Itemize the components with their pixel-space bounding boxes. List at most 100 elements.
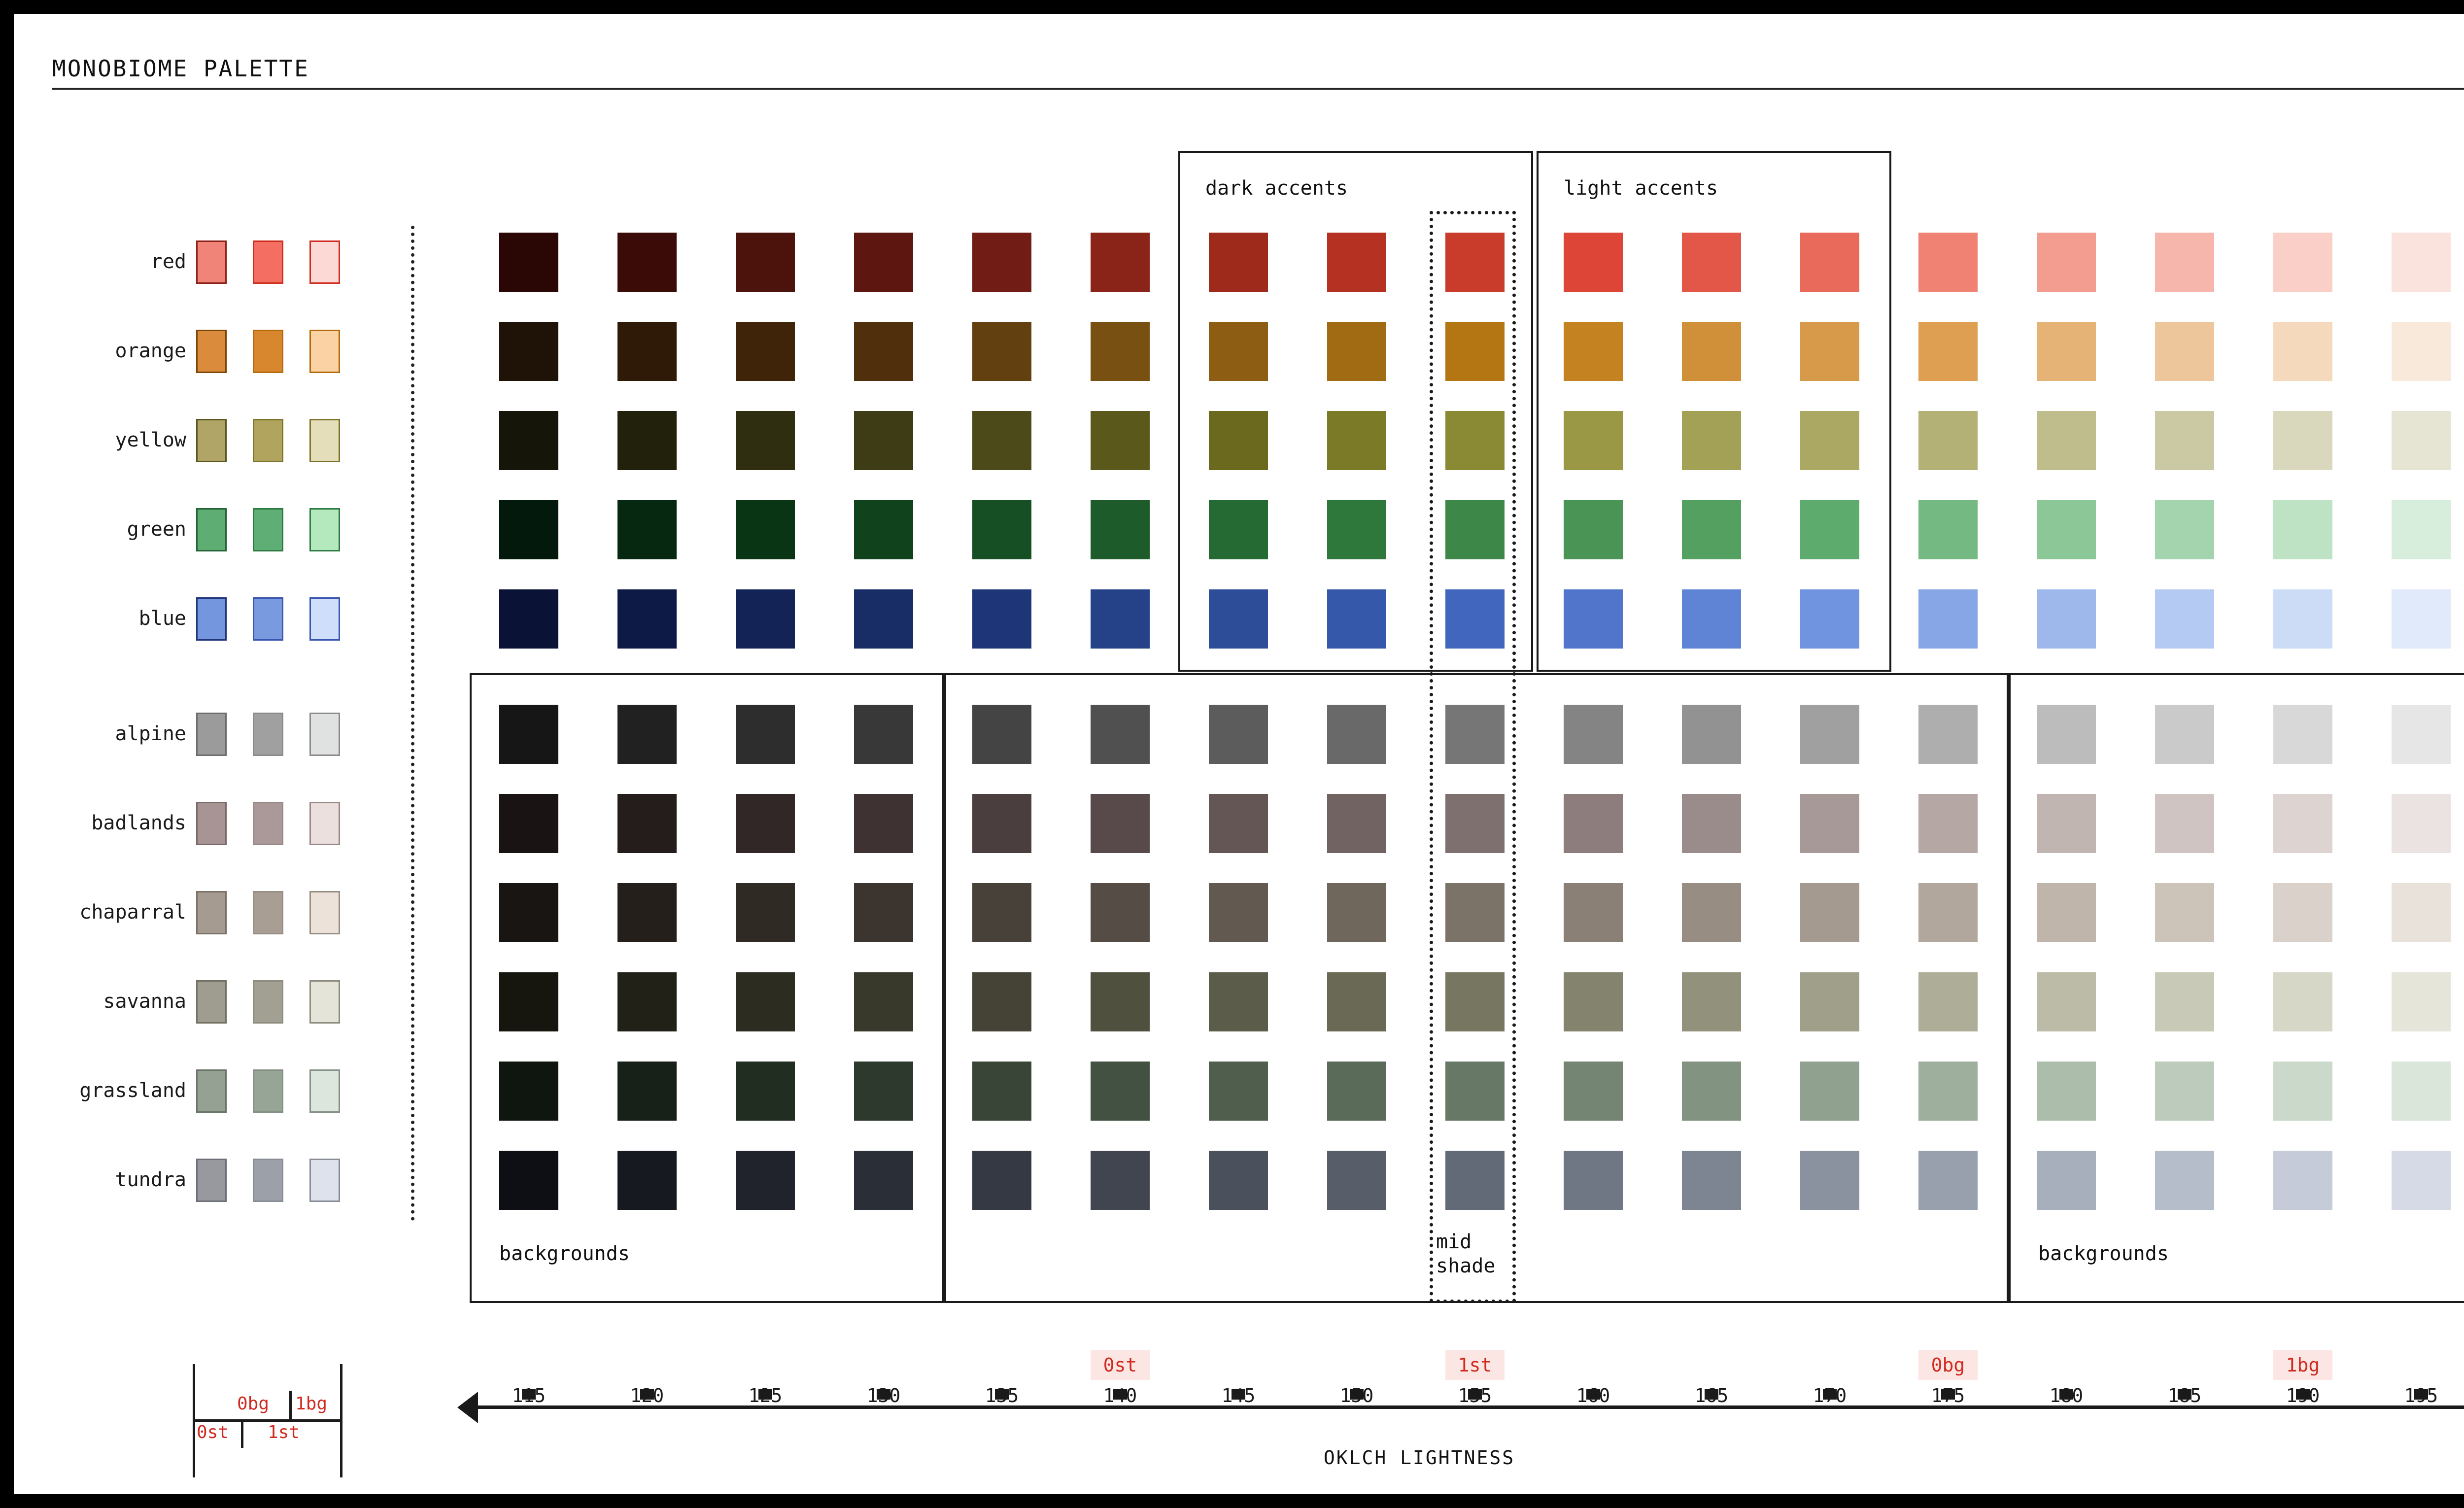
swatch-alpine-180[interactable] <box>2037 705 2096 764</box>
swatch-red-115[interactable] <box>499 233 558 292</box>
swatch-tundra-155[interactable] <box>1445 1151 1505 1210</box>
swatch-savanna-160[interactable] <box>1564 972 1623 1031</box>
swatch-badlands-185[interactable] <box>2155 794 2214 853</box>
swatch-orange-145[interactable] <box>1209 322 1268 381</box>
preview-swatch-chaparral-2[interactable] <box>309 891 340 934</box>
swatch-blue-135[interactable] <box>972 589 1031 649</box>
swatch-chaparral-195[interactable] <box>2392 883 2451 942</box>
swatch-grassland-175[interactable] <box>1918 1062 1978 1121</box>
swatch-yellow-165[interactable] <box>1682 411 1741 470</box>
preview-swatch-orange-0[interactable] <box>196 330 227 373</box>
swatch-tundra-195[interactable] <box>2392 1151 2451 1210</box>
swatch-blue-155[interactable] <box>1445 589 1505 649</box>
swatch-alpine-125[interactable] <box>736 705 795 764</box>
swatch-red-150[interactable] <box>1327 233 1386 292</box>
preview-swatch-blue-2[interactable] <box>309 597 340 641</box>
swatch-blue-140[interactable] <box>1091 589 1150 649</box>
swatch-red-190[interactable] <box>2273 233 2332 292</box>
preview-swatch-tundra-0[interactable] <box>196 1159 227 1202</box>
swatch-green-150[interactable] <box>1327 500 1386 559</box>
swatch-grassland-180[interactable] <box>2037 1062 2096 1121</box>
swatch-badlands-155[interactable] <box>1445 794 1505 853</box>
preview-swatch-grassland-1[interactable] <box>253 1069 283 1113</box>
swatch-savanna-120[interactable] <box>617 972 677 1031</box>
swatch-yellow-135[interactable] <box>972 411 1031 470</box>
swatch-savanna-115[interactable] <box>499 972 558 1031</box>
swatch-grassland-160[interactable] <box>1564 1062 1623 1121</box>
swatch-alpine-145[interactable] <box>1209 705 1268 764</box>
swatch-green-135[interactable] <box>972 500 1031 559</box>
swatch-blue-120[interactable] <box>617 589 677 649</box>
swatch-red-145[interactable] <box>1209 233 1268 292</box>
swatch-green-125[interactable] <box>736 500 795 559</box>
swatch-red-130[interactable] <box>854 233 913 292</box>
swatch-alpine-170[interactable] <box>1800 705 1859 764</box>
swatch-badlands-145[interactable] <box>1209 794 1268 853</box>
swatch-grassland-155[interactable] <box>1445 1062 1505 1121</box>
swatch-green-145[interactable] <box>1209 500 1268 559</box>
preview-swatch-alpine-1[interactable] <box>253 713 283 756</box>
swatch-blue-170[interactable] <box>1800 589 1859 649</box>
swatch-orange-120[interactable] <box>617 322 677 381</box>
swatch-green-195[interactable] <box>2392 500 2451 559</box>
swatch-yellow-175[interactable] <box>1918 411 1978 470</box>
swatch-tundra-165[interactable] <box>1682 1151 1741 1210</box>
preview-swatch-grassland-2[interactable] <box>309 1069 340 1113</box>
swatch-red-135[interactable] <box>972 233 1031 292</box>
swatch-tundra-140[interactable] <box>1091 1151 1150 1210</box>
swatch-green-130[interactable] <box>854 500 913 559</box>
swatch-grassland-190[interactable] <box>2273 1062 2332 1121</box>
swatch-yellow-130[interactable] <box>854 411 913 470</box>
swatch-tundra-125[interactable] <box>736 1151 795 1210</box>
preview-swatch-yellow-1[interactable] <box>253 419 283 462</box>
swatch-badlands-175[interactable] <box>1918 794 1978 853</box>
swatch-green-190[interactable] <box>2273 500 2332 559</box>
swatch-chaparral-145[interactable] <box>1209 883 1268 942</box>
swatch-chaparral-150[interactable] <box>1327 883 1386 942</box>
swatch-chaparral-175[interactable] <box>1918 883 1978 942</box>
preview-swatch-savanna-1[interactable] <box>253 980 283 1024</box>
preview-swatch-green-1[interactable] <box>253 508 283 551</box>
preview-swatch-yellow-2[interactable] <box>309 419 340 462</box>
preview-swatch-chaparral-1[interactable] <box>253 891 283 934</box>
swatch-blue-180[interactable] <box>2037 589 2096 649</box>
preview-swatch-badlands-1[interactable] <box>253 802 283 845</box>
swatch-blue-190[interactable] <box>2273 589 2332 649</box>
preview-swatch-grassland-0[interactable] <box>196 1069 227 1113</box>
swatch-savanna-175[interactable] <box>1918 972 1978 1031</box>
swatch-savanna-170[interactable] <box>1800 972 1859 1031</box>
swatch-yellow-170[interactable] <box>1800 411 1859 470</box>
swatch-orange-155[interactable] <box>1445 322 1505 381</box>
swatch-savanna-140[interactable] <box>1091 972 1150 1031</box>
swatch-alpine-120[interactable] <box>617 705 677 764</box>
swatch-alpine-160[interactable] <box>1564 705 1623 764</box>
swatch-orange-185[interactable] <box>2155 322 2214 381</box>
swatch-green-120[interactable] <box>617 500 677 559</box>
swatch-orange-165[interactable] <box>1682 322 1741 381</box>
swatch-alpine-130[interactable] <box>854 705 913 764</box>
swatch-chaparral-140[interactable] <box>1091 883 1150 942</box>
swatch-tundra-145[interactable] <box>1209 1151 1268 1210</box>
swatch-green-175[interactable] <box>1918 500 1978 559</box>
preview-swatch-alpine-2[interactable] <box>309 713 340 756</box>
swatch-alpine-190[interactable] <box>2273 705 2332 764</box>
swatch-orange-140[interactable] <box>1091 322 1150 381</box>
preview-swatch-red-2[interactable] <box>309 240 340 284</box>
swatch-orange-135[interactable] <box>972 322 1031 381</box>
swatch-blue-145[interactable] <box>1209 589 1268 649</box>
preview-swatch-savanna-0[interactable] <box>196 980 227 1024</box>
swatch-grassland-165[interactable] <box>1682 1062 1741 1121</box>
swatch-alpine-115[interactable] <box>499 705 558 764</box>
swatch-savanna-165[interactable] <box>1682 972 1741 1031</box>
swatch-savanna-155[interactable] <box>1445 972 1505 1031</box>
swatch-tundra-175[interactable] <box>1918 1151 1978 1210</box>
swatch-chaparral-180[interactable] <box>2037 883 2096 942</box>
swatch-red-185[interactable] <box>2155 233 2214 292</box>
swatch-red-175[interactable] <box>1918 233 1978 292</box>
preview-swatch-savanna-2[interactable] <box>309 980 340 1024</box>
swatch-alpine-165[interactable] <box>1682 705 1741 764</box>
swatch-yellow-190[interactable] <box>2273 411 2332 470</box>
swatch-tundra-160[interactable] <box>1564 1151 1623 1210</box>
swatch-tundra-130[interactable] <box>854 1151 913 1210</box>
swatch-yellow-185[interactable] <box>2155 411 2214 470</box>
